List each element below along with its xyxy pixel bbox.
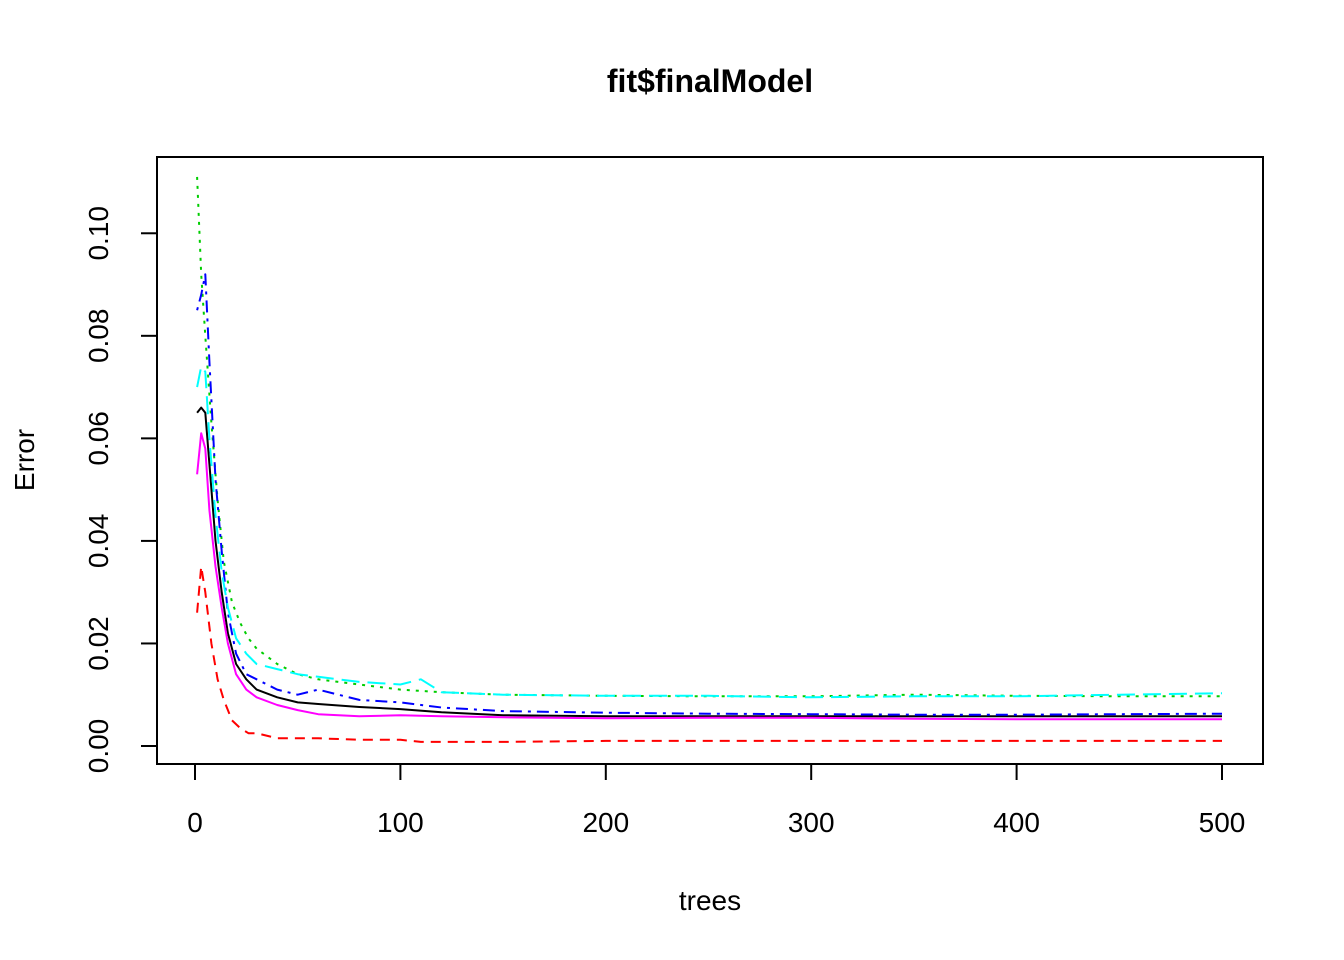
y-tick-label: 0.10 — [83, 206, 114, 260]
y-tick-label: 0.06 — [83, 411, 114, 466]
x-tick-label: 200 — [582, 807, 629, 838]
y-axis-title: Error — [9, 429, 40, 491]
series-line-3 — [196, 176, 1222, 698]
x-tick-label: 300 — [788, 807, 835, 838]
plot-frame — [156, 156, 1264, 765]
y-tick-label: 0.00 — [83, 719, 114, 774]
x-tick-label: 500 — [1199, 807, 1246, 838]
x-tick-label: 0 — [187, 807, 203, 838]
x-axis: 0 100 200 300 400 500 — [187, 763, 1246, 838]
x-tick-label: 100 — [377, 807, 424, 838]
y-tick-label: 0.08 — [83, 309, 114, 364]
series-line-4 — [196, 273, 1223, 716]
y-tick-label: 0.04 — [83, 514, 114, 569]
series-line-1 — [196, 406, 1222, 718]
y-tick-label: 0.02 — [83, 616, 114, 671]
chart-title: fit$finalModel — [607, 63, 813, 99]
series-layer — [196, 176, 1223, 743]
y-axis: 0.00 0.02 0.04 0.06 0.08 0.10 — [83, 206, 158, 774]
series-line-5 — [196, 365, 1223, 699]
series-line-6 — [196, 432, 1222, 721]
x-axis-title: trees — [679, 885, 741, 916]
x-tick-label: 400 — [993, 807, 1040, 838]
series-line-2 — [196, 565, 1222, 743]
